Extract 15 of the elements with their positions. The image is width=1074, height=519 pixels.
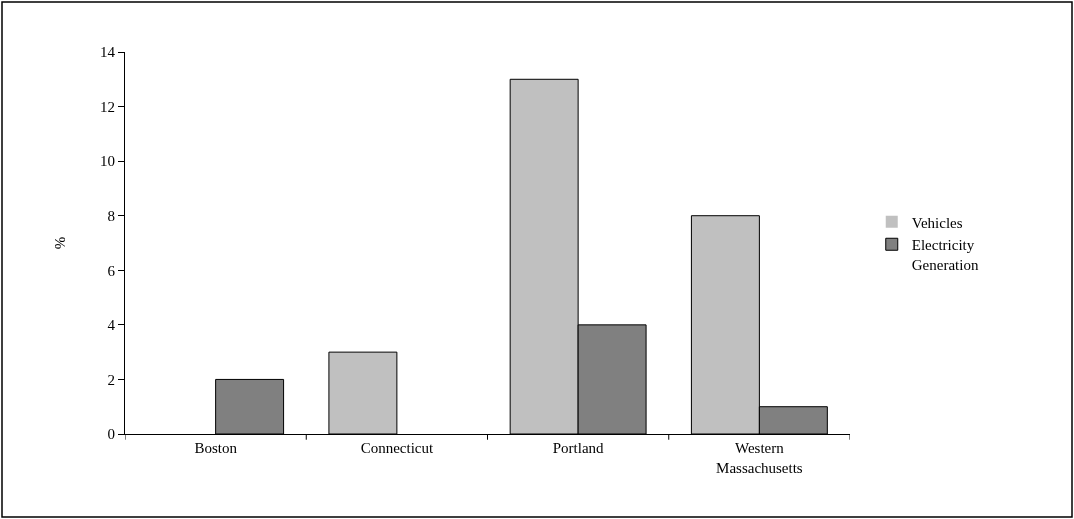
legend-label: Vehicles — [911, 214, 963, 231]
x-tick-label: Connecticut — [360, 440, 434, 456]
legend-label: Electricity Generation — [911, 237, 979, 273]
x-tick-label: Western Massachusetts — [716, 440, 803, 476]
y-tick-label: 12 — [100, 98, 115, 115]
y-tick-label: 10 — [100, 153, 115, 170]
y-tick-label: 8 — [107, 207, 115, 224]
x-tick-label: Boston — [194, 440, 238, 456]
y-tick-label: 6 — [107, 262, 116, 279]
y-axis-title: % — [52, 236, 69, 250]
y-tick-label: 0 — [107, 426, 115, 443]
y-tick-label: 4 — [107, 317, 116, 334]
y-tick-label: 14 — [100, 44, 116, 61]
x-tick-label: Portland — [552, 440, 605, 456]
y-tick-label: 2 — [107, 371, 115, 388]
